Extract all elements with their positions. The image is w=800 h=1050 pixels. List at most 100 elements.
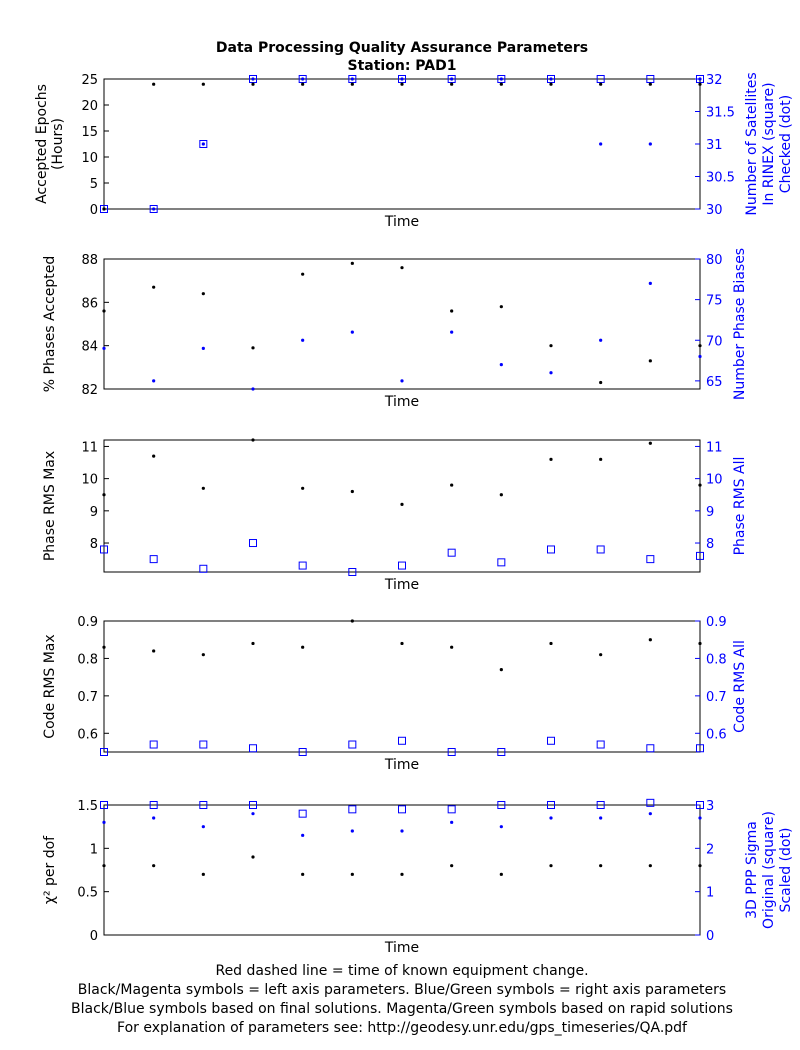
right-square-point (596, 740, 605, 749)
panel-4: 0.6 0.7 0.8 0.9 0.6 0.7 0.8 0.9 Time Code RMS Max… (42, 615, 748, 773)
panel-1: 0 5 10 15 20 25 30 30.5 31 31.5 32 Time Accepted Epo… (34, 72, 794, 230)
left-tick-label: 5 (90, 177, 98, 192)
right-dot-point (152, 379, 156, 383)
left-tick-label: 9 (90, 505, 98, 520)
right-square-point (497, 75, 506, 83)
right-dot-point (648, 281, 652, 285)
left-tick-label: 86 (81, 296, 98, 311)
right-square-point (249, 801, 257, 809)
left-dot-point (698, 344, 702, 348)
left-dot-point (350, 261, 354, 265)
right-square-point (298, 809, 307, 818)
left-dot-point (102, 207, 106, 211)
right-square-point (298, 75, 307, 83)
x-axis-label: Time (384, 394, 419, 410)
right-dot-point (648, 812, 652, 816)
left-dot-point (648, 638, 652, 642)
left-tick-label: 1 (90, 842, 98, 857)
right-square-point (646, 744, 655, 753)
right-axis-label: Phase RMS All (732, 457, 748, 556)
right-square-point (298, 561, 307, 570)
right-dot-point (499, 77, 503, 81)
panel-3: 8 9 10 11 8 9 10 11 Time Phase RMS Max Phase RMS A… (42, 438, 748, 593)
right-square-point (696, 744, 704, 753)
right-tick-label: 1 (706, 886, 714, 901)
left-dot-point (698, 864, 702, 868)
left-dot-point (450, 309, 454, 313)
left-dot-point (251, 641, 255, 646)
right-dot-point (698, 77, 702, 81)
right-square-point (547, 736, 555, 745)
right-square-point (348, 568, 357, 576)
right-square-point (249, 539, 257, 548)
left-axis-label: % Phases Accepted (42, 256, 58, 393)
left-dot-point (450, 483, 454, 487)
right-axis-label: Number Phase Biases (732, 248, 748, 400)
chart-title: Data Processing Quality Assurance Parame… (216, 40, 588, 56)
left-dot-point (251, 82, 255, 86)
right-dot-point (350, 330, 354, 334)
right-dot-point (301, 338, 305, 342)
right-tick-label: 3 (706, 799, 714, 814)
left-dot-point (152, 864, 156, 868)
left-dot-point (152, 454, 156, 458)
x-axis-label: Time (384, 757, 419, 773)
right-dot-point (102, 346, 106, 350)
right-tick-label: 30 (706, 203, 723, 218)
right-tick-label: 0.8 (706, 652, 727, 667)
left-dot-point (400, 82, 404, 86)
chart-subtitle: Station: PAD1 (348, 58, 457, 74)
left-tick-label: 0.8 (77, 652, 98, 667)
right-dot-point (350, 829, 354, 833)
right-dot-point (549, 371, 553, 375)
left-dot-point (549, 457, 553, 461)
right-square-point (696, 551, 704, 560)
right-square-point (646, 798, 655, 807)
left-dot-point (549, 344, 553, 348)
right-tick-label: 31.5 (706, 106, 735, 121)
right-tick-label: 80 (706, 253, 723, 268)
right-square-point (298, 748, 307, 756)
plot-frame (103, 258, 701, 390)
right-square-point (348, 740, 357, 749)
right-square-point (149, 555, 158, 564)
left-dot-point (400, 641, 404, 646)
footer-line-1: Red dashed line = time of known equipmen… (215, 963, 588, 979)
right-tick-label: 0.7 (706, 690, 727, 705)
right-square-point (398, 561, 406, 570)
right-dot-point (301, 833, 305, 837)
right-dot-point (450, 77, 454, 81)
right-square-point (149, 205, 158, 213)
panel-2: 82 84 86 88 65 70 75 80 Time % Phases Accepted Num… (42, 248, 748, 410)
right-square-point (646, 75, 655, 83)
left-axis-label: (Hours) (50, 118, 66, 170)
right-dot-point (599, 142, 603, 146)
right-square-point (447, 548, 456, 557)
left-dot-point (549, 82, 553, 86)
left-tick-label: 88 (81, 253, 98, 268)
right-square-point (398, 805, 406, 814)
right-square-point (596, 545, 605, 554)
right-dot-point (698, 816, 702, 820)
right-dot-point (599, 338, 603, 342)
right-square-point (596, 75, 605, 83)
left-tick-label: 0 (90, 929, 98, 944)
left-dot-point (648, 359, 652, 363)
left-dot-point (400, 502, 404, 506)
right-dot-point (102, 820, 106, 824)
right-square-point (199, 801, 208, 809)
right-tick-label: 65 (706, 375, 723, 390)
left-tick-label: 0.9 (77, 615, 98, 630)
right-dot-point (450, 820, 454, 824)
left-tick-label: 82 (81, 383, 98, 398)
right-square-point (199, 140, 208, 148)
right-dot-point (152, 816, 156, 820)
right-tick-label: 0 (706, 929, 714, 944)
right-tick-label: 2 (706, 842, 714, 857)
left-dot-point (599, 864, 603, 868)
left-dot-point (301, 272, 305, 276)
left-tick-label: 84 (81, 340, 98, 355)
left-dot-point (350, 82, 354, 86)
right-tick-label: 8 (706, 537, 714, 552)
left-dot-point (400, 872, 404, 876)
